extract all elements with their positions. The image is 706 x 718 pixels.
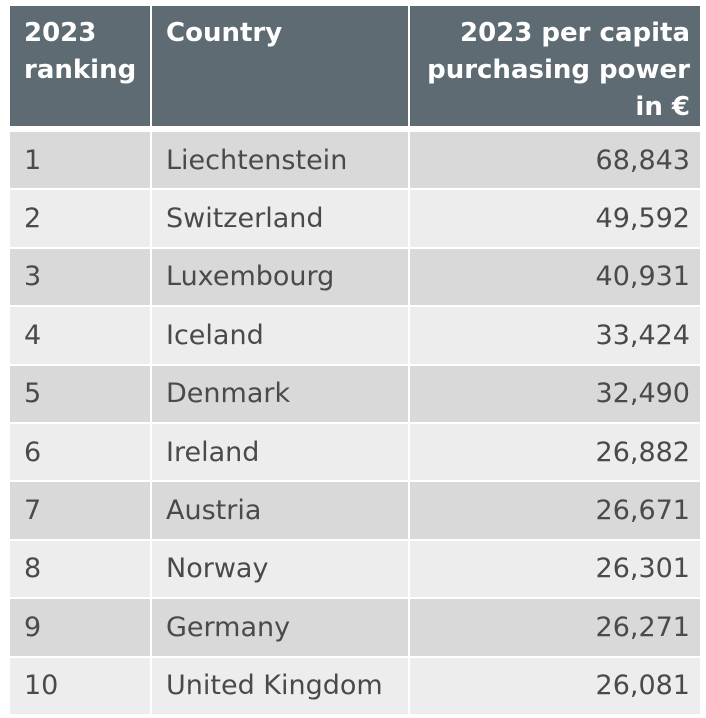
value-cell: 33,424	[410, 307, 700, 366]
rank-cell: 9	[10, 599, 152, 658]
table-row: 8 Norway 26,301	[10, 540, 700, 600]
table-row: 7 Austria 26,671	[10, 482, 700, 541]
value-cell: 26,271	[410, 599, 700, 658]
rank-cell: 7	[10, 482, 152, 541]
table-row: 3 Luxembourg 40,931	[10, 248, 700, 308]
value-cell: 32,490	[410, 365, 700, 424]
header-country: Country	[152, 6, 410, 132]
country-cell: Denmark	[152, 365, 410, 424]
value-cell: 26,882	[410, 423, 700, 483]
country-cell: Norway	[152, 540, 410, 600]
rank-cell: 1	[10, 132, 152, 191]
rank-cell: 10	[10, 657, 152, 716]
country-cell: Ireland	[152, 423, 410, 483]
table-row: 2 Switzerland 49,592	[10, 190, 700, 249]
country-cell: Iceland	[152, 307, 410, 366]
table-row: 9 Germany 26,271	[10, 599, 700, 658]
value-cell: 26,081	[410, 657, 700, 716]
value-cell: 68,843	[410, 132, 700, 191]
rank-cell: 3	[10, 248, 152, 308]
value-cell: 26,301	[410, 540, 700, 600]
table-row: 4 Iceland 33,424	[10, 307, 700, 366]
country-cell: Germany	[152, 599, 410, 658]
rank-cell: 2	[10, 190, 152, 249]
value-cell: 49,592	[410, 190, 700, 249]
table-row: 6 Ireland 26,882	[10, 423, 700, 483]
country-cell: Luxembourg	[152, 248, 410, 308]
rank-cell: 4	[10, 307, 152, 366]
table-header: 2023 ranking Country 2023 per capita pur…	[10, 6, 700, 132]
value-cell: 26,671	[410, 482, 700, 541]
country-cell: Liechtenstein	[152, 132, 410, 191]
table-row: 10 United Kingdom 26,081	[10, 657, 700, 716]
header-ranking: 2023 ranking	[10, 6, 152, 132]
value-cell: 40,931	[410, 248, 700, 308]
table-row: 5 Denmark 32,490	[10, 365, 700, 424]
rank-cell: 5	[10, 365, 152, 424]
table-row: 1 Liechtenstein 68,843	[10, 132, 700, 191]
header-row: 2023 ranking Country 2023 per capita pur…	[10, 6, 700, 132]
table-body: 1 Liechtenstein 68,843 2 Switzerland 49,…	[10, 132, 700, 716]
country-cell: United Kingdom	[152, 657, 410, 716]
purchasing-power-table: 2023 ranking Country 2023 per capita pur…	[10, 6, 700, 716]
country-cell: Austria	[152, 482, 410, 541]
header-purchasing-power: 2023 per capita purchasing power in €	[410, 6, 700, 132]
rank-cell: 8	[10, 540, 152, 600]
rank-cell: 6	[10, 423, 152, 483]
country-cell: Switzerland	[152, 190, 410, 249]
